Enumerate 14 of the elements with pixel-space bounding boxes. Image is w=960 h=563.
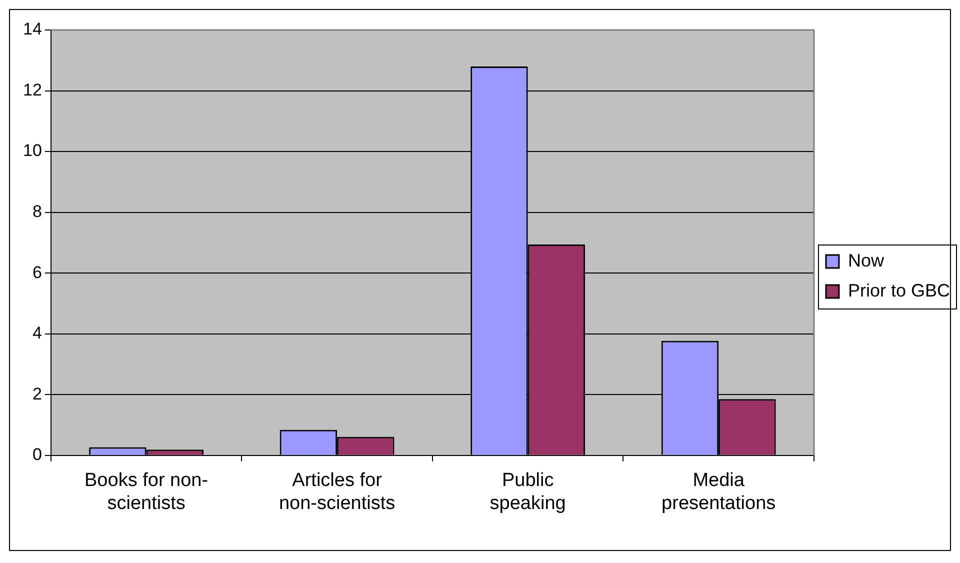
x-tick-label: Public speaking (490, 470, 566, 514)
y-tick-label: 8 (32, 202, 42, 221)
x-tick-label: Articles for non-scientists (278, 470, 396, 514)
x-tick-label: Books for non-scientists (84, 470, 208, 514)
y-tick-label: 2 (32, 384, 42, 404)
y-tick-label: 12 (22, 80, 42, 100)
y-tick-label: 0 (32, 445, 42, 464)
legend-label: Prior to GBC (848, 280, 950, 300)
y-tick-label: 10 (22, 141, 42, 160)
y-tick-label: 4 (32, 324, 42, 343)
x-tick-label: Media presentations (662, 470, 776, 514)
y-tick-label: 6 (32, 262, 42, 282)
y-tick-label: 14 (22, 20, 42, 39)
legend-label: Now (848, 250, 885, 270)
